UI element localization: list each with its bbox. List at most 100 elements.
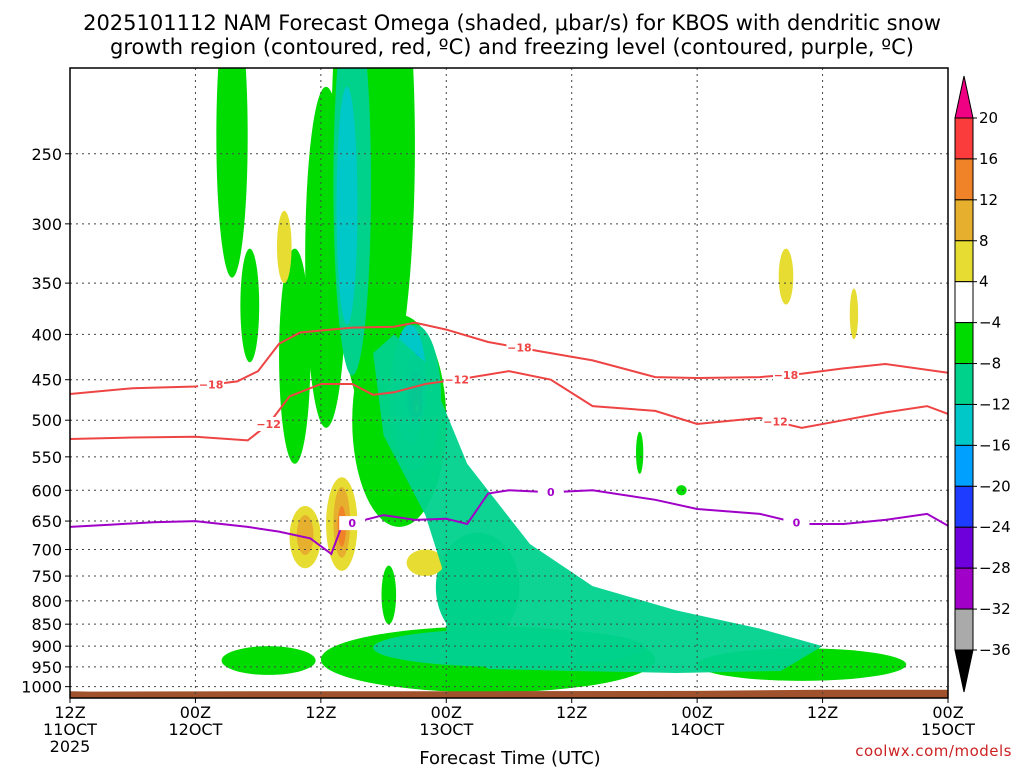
omega-region--8to-4-6 bbox=[216, 68, 248, 278]
y-tick-label-1000: 1000 bbox=[21, 678, 62, 697]
omega-region--16to-12-14 bbox=[336, 86, 358, 325]
contour-label-bg-freezing-level-0-0 bbox=[339, 516, 366, 531]
contour-label-dgz-minus-12-0: −12 bbox=[256, 418, 281, 431]
y-tick-label-900: 900 bbox=[31, 637, 62, 656]
contour-label-bg-freezing-level-0-2 bbox=[783, 515, 810, 530]
colorbar-label-1: 16 bbox=[979, 150, 998, 168]
contour-label-bg-dgz-minus-18-1 bbox=[506, 340, 533, 355]
y-tick-label-750: 750 bbox=[31, 567, 62, 586]
colorbar-label-11: −28 bbox=[979, 559, 1011, 577]
colorbar-band--32to-28 bbox=[954, 567, 974, 610]
omega-region--8to-4-0 bbox=[221, 646, 316, 675]
colorbar-label-9: −20 bbox=[979, 477, 1011, 495]
y-tick-label-400: 400 bbox=[31, 325, 62, 344]
plot-frame bbox=[69, 67, 949, 699]
contour-label-bg-dgz-minus-18-2 bbox=[772, 367, 799, 382]
x-tick-day-0: 11OCT bbox=[43, 720, 97, 739]
contour-label-freezing-level-0-2: 0 bbox=[793, 517, 801, 530]
x-tick-hour-60: 00Z bbox=[681, 703, 712, 722]
contour-label-bg-freezing-level-0-1 bbox=[537, 485, 564, 500]
x-tick-year-0: 2025 bbox=[50, 737, 91, 756]
omega-region--8to-4-9 bbox=[381, 565, 397, 625]
x-tick-hour-0: 12Z bbox=[54, 703, 85, 722]
x-tick-hour-84: 00Z bbox=[932, 703, 963, 722]
terrain-ground bbox=[70, 689, 948, 698]
contour-label-freezing-level-0-1: 0 bbox=[547, 486, 555, 499]
omega-region--8to-4-8 bbox=[240, 248, 260, 363]
colorbar-top-arrow bbox=[954, 75, 974, 119]
y-tick-label-950: 950 bbox=[31, 658, 62, 677]
x-tick-hour-24: 12Z bbox=[305, 703, 336, 722]
omega-region-4to8-25 bbox=[778, 248, 794, 305]
colorbar-label-6: −8 bbox=[979, 355, 1001, 373]
contour-label-bg-dgz-minus-12-2 bbox=[762, 414, 789, 429]
x-tick-day-36: 13OCT bbox=[419, 720, 473, 739]
y-tick-label-500: 500 bbox=[31, 411, 62, 430]
y-tick-label-550: 550 bbox=[31, 448, 62, 467]
colorbar-band--28to-24 bbox=[954, 526, 974, 569]
y-tick-label-650: 650 bbox=[31, 512, 62, 531]
colorbar-bottom-arrow bbox=[954, 649, 974, 693]
colorbar-label-7: −12 bbox=[979, 395, 1011, 413]
colorbar-label-13: −36 bbox=[979, 641, 1011, 659]
colorbar-band--16to-12 bbox=[954, 403, 974, 446]
omega-region-4to8-26 bbox=[849, 288, 859, 340]
contour-label-bg-dgz-minus-18-0 bbox=[198, 377, 225, 392]
y-tick-label-300: 300 bbox=[31, 215, 62, 234]
colorbar-band--24to-20 bbox=[954, 485, 974, 528]
credit-text: coolwx.com/models bbox=[855, 742, 1012, 760]
colorbar-band-16to20 bbox=[954, 117, 974, 160]
contour-lines: −18 −18 −18 −12 −12 −12 0 0 0 bbox=[70, 321, 948, 556]
omega-region-8to12-27 bbox=[296, 515, 314, 555]
x-tick-day-12: 12OCT bbox=[168, 720, 222, 739]
y-tick-label-350: 350 bbox=[31, 274, 62, 293]
plot-area: −18 −18 −18 −12 −12 −12 0 0 0 250 300 350 400 450 500 5… bbox=[21, 67, 975, 756]
omega-region--8to-4-7 bbox=[279, 248, 311, 464]
colorbar-label-5: −4 bbox=[979, 314, 1001, 332]
y-tick-label-700: 700 bbox=[31, 541, 62, 560]
colorbar-band--20to-16 bbox=[954, 444, 974, 487]
x-tick-day-60: 14OCT bbox=[670, 720, 724, 739]
y-tick-label-450: 450 bbox=[31, 371, 62, 390]
colorbar-band-8to12 bbox=[954, 199, 974, 242]
contour-label-dgz-minus-18-0: −18 bbox=[199, 379, 224, 392]
y-tick-label-850: 850 bbox=[31, 615, 62, 634]
chart-title-line-1: 2025101112 NAM Forecast Omega (shaded, μ… bbox=[83, 11, 941, 35]
omega-shading bbox=[216, 68, 907, 693]
colorbar-label-4: 4 bbox=[979, 273, 989, 291]
contour-label-dgz-minus-18-2: −18 bbox=[774, 369, 799, 382]
y-axis-ticks: 250 300 350 400 450 500 550 600 650 700 750 800 850 9… bbox=[21, 145, 70, 697]
contour-label-bg-dgz-minus-12-1 bbox=[443, 372, 470, 387]
contour-label-dgz-minus-12-2: −12 bbox=[763, 416, 788, 429]
colorbar-band--12to-8 bbox=[954, 363, 974, 405]
y-tick-label-800: 800 bbox=[31, 592, 62, 611]
colorbar-band--8to-4 bbox=[954, 322, 974, 365]
x-tick-hour-12: 00Z bbox=[180, 703, 211, 722]
x-tick-hour-36: 00Z bbox=[431, 703, 462, 722]
y-tick-label-250: 250 bbox=[31, 145, 62, 164]
x-tick-hour-48: 12Z bbox=[556, 703, 587, 722]
colorbar-label-8: −16 bbox=[979, 436, 1011, 454]
colorbar-band--36to-32 bbox=[954, 608, 974, 651]
colorbar-label-0: 20 bbox=[979, 109, 998, 127]
colorbar: 20 16 12 8 4 −4 −8 −12 −16 −20 −24 −28 −32 −36 bbox=[954, 75, 1011, 693]
colorbar-band-12to16 bbox=[954, 158, 974, 201]
omega-region--8to-4-31 bbox=[676, 485, 687, 496]
chart-title-line-2: growth region (contoured, red, ºC) and f… bbox=[110, 35, 914, 59]
x-tick-hour-72: 12Z bbox=[807, 703, 838, 722]
colorbar-band--4to4 bbox=[954, 281, 974, 324]
omega-region-main-band bbox=[373, 334, 823, 673]
contour-label-dgz-minus-12-1: −12 bbox=[444, 373, 469, 386]
contour-label-dgz-minus-18-1: −18 bbox=[507, 342, 532, 355]
colorbar-label-10: −24 bbox=[979, 518, 1011, 536]
x-tick-day-84: 15OCT bbox=[921, 720, 975, 739]
colorbar-label-3: 8 bbox=[979, 232, 989, 250]
x-axis-label: Forecast Time (UTC) bbox=[419, 748, 600, 768]
colorbar-label-12: −32 bbox=[979, 600, 1011, 618]
grid-lines bbox=[69, 68, 949, 698]
omega-region-4to8-23 bbox=[406, 549, 445, 577]
omega-region--8to-4-30 bbox=[635, 431, 644, 474]
omega-region-4to8-24 bbox=[276, 210, 292, 284]
